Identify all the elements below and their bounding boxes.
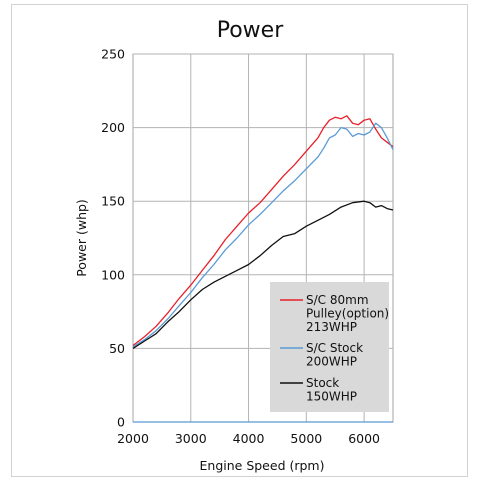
legend-label: Stock <box>306 376 339 390</box>
y-tick-label: 100 <box>101 267 125 282</box>
legend-label: S/C Stock <box>306 341 363 355</box>
legend-label: S/C 80mm <box>306 293 369 307</box>
x-tick-label: 4000 <box>233 431 265 446</box>
series-line <box>132 200 394 349</box>
x-tick-label: 3000 <box>175 431 207 446</box>
legend-box <box>270 282 389 412</box>
x-axis-label: Engine Speed (rpm) <box>200 458 325 473</box>
legend-label: Pulley(option) <box>306 307 389 321</box>
chart-title: Power <box>217 18 284 43</box>
y-tick-label: 0 <box>117 415 125 430</box>
y-axis-label: Power (whp) <box>74 199 89 277</box>
x-tick-label: 2000 <box>117 431 149 446</box>
legend-label: 150WHP <box>306 390 357 404</box>
series-line <box>132 115 394 347</box>
x-tick-labels: 2000 3000 4000 5000 6000 <box>117 431 380 446</box>
series-line <box>132 122 394 348</box>
y-tick-label: 200 <box>101 120 125 135</box>
chart-frame <box>11 4 468 477</box>
legend-label: 213WHP <box>306 320 357 334</box>
x-tick-label: 5000 <box>290 431 322 446</box>
y-tick-labels: 0 50 100 150 200 250 <box>101 47 125 430</box>
y-tick-label: 50 <box>109 341 125 356</box>
legend-label: 200WHP <box>306 355 357 369</box>
y-tick-label: 250 <box>101 47 125 62</box>
y-tick-label: 150 <box>101 194 125 209</box>
series-lines <box>132 115 394 349</box>
x-tick-label: 6000 <box>348 431 380 446</box>
